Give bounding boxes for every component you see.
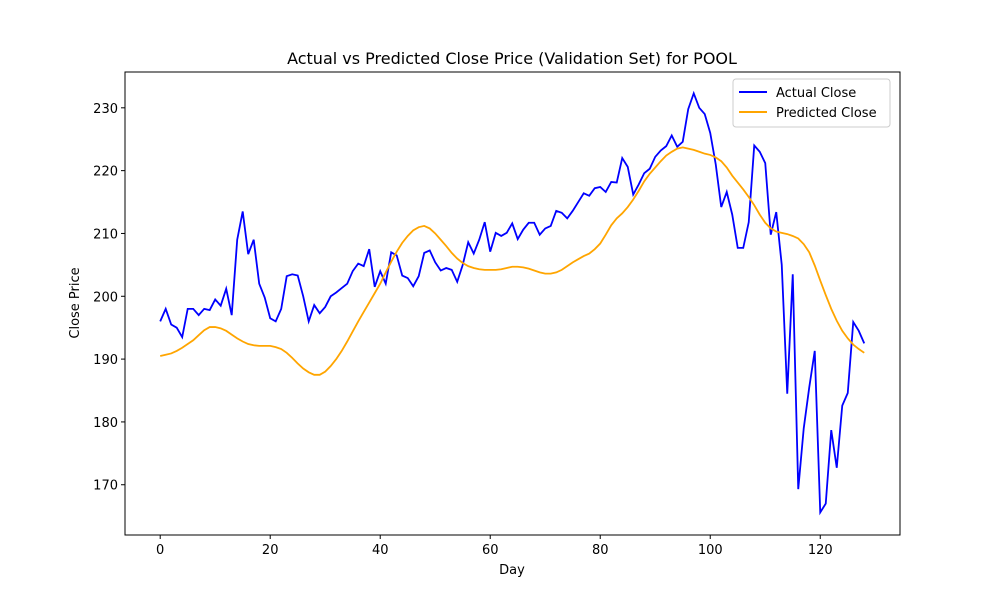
x-tick-label: 0 (156, 543, 164, 558)
x-tick-label: 120 (808, 543, 833, 558)
x-tick-label: 60 (482, 543, 499, 558)
x-tick-label: 40 (372, 543, 389, 558)
legend-label: Predicted Close (776, 106, 877, 121)
y-tick-label: 180 (93, 416, 118, 431)
y-tick-label: 210 (93, 227, 118, 242)
y-tick-label: 230 (93, 102, 118, 117)
legend-label: Actual Close (776, 86, 856, 101)
y-tick-label: 170 (93, 479, 118, 494)
x-tick-label: 100 (698, 543, 723, 558)
y-tick-label: 190 (93, 353, 118, 368)
x-tick-label: 80 (592, 543, 609, 558)
y-axis-label: Close Price (68, 267, 83, 338)
data-line (159, 90, 866, 516)
x-tick-label: 20 (262, 543, 279, 558)
legend-box (732, 78, 891, 128)
y-tick-label: 220 (93, 165, 118, 180)
data-line (160, 146, 865, 376)
chart-title: Actual vs Predicted Close Price (Validat… (287, 49, 737, 68)
x-axis-label: Day (499, 563, 525, 578)
y-tick-label: 200 (93, 290, 118, 305)
plot-frame (124, 71, 901, 536)
